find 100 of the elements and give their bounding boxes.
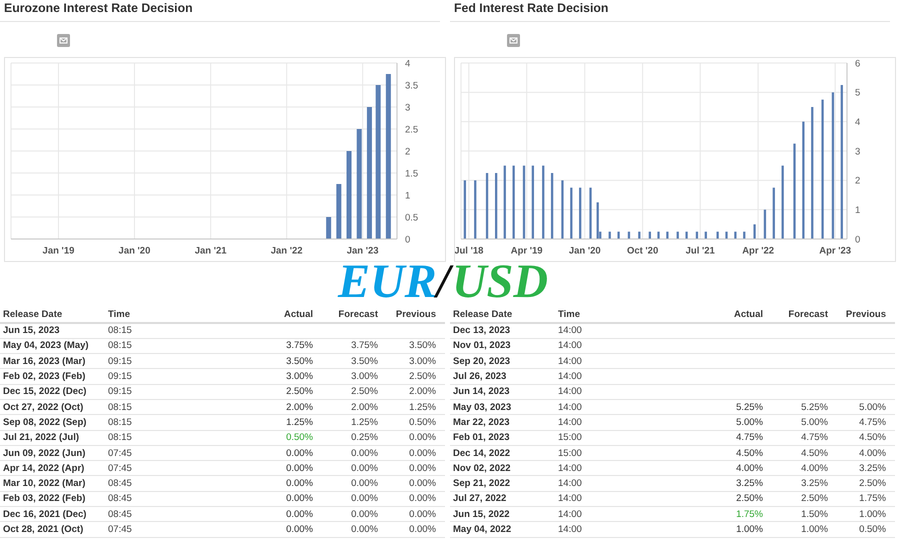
data-label: 1.00% [859, 508, 886, 520]
category-label: Nov 02, 2022 [453, 462, 511, 474]
legend-label: Previous [396, 309, 436, 320]
data-label: 0.00% [286, 448, 313, 459]
category-label: Jun 15, 2023 [3, 325, 60, 336]
y-tick-label: 0 [405, 234, 410, 246]
legend-label: Time [558, 309, 580, 320]
category-label: Jun 15, 2022 [453, 508, 510, 520]
data-label: 1.25% [409, 402, 436, 413]
text: Release Date [453, 309, 512, 320]
x-tick-label: Apr '19 [510, 246, 543, 257]
data-label: 3.25% [736, 478, 763, 490]
data-label: 3.00% [286, 371, 313, 382]
data-label: 08:15 [108, 432, 132, 444]
category-label: Sep 20, 2023 [453, 356, 510, 367]
text: USD [452, 255, 548, 308]
y-tick-label: 1.5 [405, 168, 418, 180]
data-label: 14:00 [558, 478, 582, 490]
data-label: 4.75% [859, 416, 886, 428]
data-label: 0.00% [409, 432, 436, 444]
data-label: 1.25% [351, 416, 378, 428]
x-tick-label: Jan '20 [568, 246, 601, 257]
data-label: 1.50% [801, 508, 828, 520]
category-label: Mar 16, 2023 (Mar) [3, 356, 86, 367]
data-label: 2.50% [801, 493, 828, 504]
data-label: 4.50% [801, 448, 828, 459]
data-label: 0.00% [409, 493, 436, 504]
category-label: Oct 28, 2021 (Oct) [3, 524, 84, 535]
data-label: 3.50% [286, 356, 313, 367]
data-label: 0.00% [286, 524, 313, 535]
data-label: 15:00 [558, 448, 582, 459]
data-label: 0.00% [409, 448, 436, 459]
y-tick-label: 3 [405, 102, 410, 114]
category-label: Jun 14, 2023 [453, 386, 510, 398]
data-label: 4.00% [736, 462, 763, 474]
data-label: 09:15 [108, 371, 132, 382]
legend-label: Forecast [338, 309, 378, 320]
data-label: 4.75% [736, 432, 763, 444]
data-label: 14:00 [558, 493, 582, 504]
data-label: 1.25% [286, 416, 313, 428]
data-label: 0.00% [409, 478, 436, 490]
text: Actual [734, 309, 763, 320]
data-label: 3.25% [801, 478, 828, 490]
data-label: 0.50% [859, 524, 886, 535]
data-label: 0.00% [286, 493, 313, 504]
category-label: May 04, 2022 [453, 524, 512, 535]
x-tick-label: Apr '22 [742, 246, 774, 257]
category-label: Sep 21, 2022 [453, 478, 510, 490]
text: Release Date [3, 309, 62, 320]
category-label: Jul 27, 2022 [453, 493, 506, 504]
data-label: 3.25% [859, 462, 886, 474]
y-tick-label: 6 [855, 58, 860, 70]
data-label: 3.50% [409, 340, 436, 352]
x-tick-label: Jul '21 [686, 246, 716, 257]
data-label: 08:15 [108, 402, 132, 413]
y-tick-label: 0.5 [405, 212, 418, 224]
data-label: 08:45 [108, 478, 132, 490]
y-tick-label: 1 [855, 205, 860, 216]
data-label: 5.00% [736, 416, 763, 428]
data-label: 1.00% [736, 524, 763, 535]
text: Actual [284, 309, 313, 320]
category-label: Feb 03, 2022 (Feb) [3, 493, 86, 504]
data-label: 5.25% [736, 402, 763, 413]
data-label: 0.00% [351, 448, 378, 459]
y-tick-label: 2 [855, 176, 860, 187]
category-label: Dec 15, 2022 (Dec) [3, 386, 86, 398]
data-label: 5.25% [801, 402, 828, 413]
y-tick-label: 4 [405, 58, 410, 70]
y-tick-label: 5 [855, 88, 860, 99]
chart-title: Eurozone Interest Rate Decision [4, 1, 193, 16]
data-label: 0.00% [286, 478, 313, 490]
data-label: 14:00 [558, 462, 582, 474]
category-label: May 04, 2023 (May) [3, 340, 89, 352]
data-label: 08:15 [108, 416, 132, 428]
x-tick-label: Apr '23 [819, 246, 852, 257]
legend-label: Time [108, 309, 130, 320]
legend-label: Forecast [788, 309, 828, 320]
category-label: Feb 02, 2023 (Feb) [3, 371, 86, 382]
x-tick-label: Jan '20 [118, 246, 150, 257]
data-label: 08:15 [108, 340, 132, 352]
data-label: 0.00% [351, 524, 378, 535]
x-tick-label: Jan '21 [194, 246, 228, 257]
data-label: 5.00% [859, 402, 886, 413]
data-label: 3.75% [286, 340, 313, 352]
category-label: Oct 27, 2022 (Oct) [3, 402, 84, 413]
data-label: 1.75% [736, 508, 763, 520]
legend-label: Previous [846, 309, 886, 320]
data-label: 14:00 [558, 524, 582, 535]
category-label: Sep 08, 2022 (Sep) [3, 416, 86, 428]
data-label: 07:45 [108, 462, 132, 474]
data-label: 0.00% [286, 508, 313, 520]
data-label: 2.50% [351, 386, 378, 398]
data-label: 0.00% [409, 524, 436, 535]
y-tick-label: 3 [855, 146, 860, 158]
data-label: 14:00 [558, 386, 582, 398]
data-label: 09:15 [108, 386, 132, 398]
data-label: 3.00% [409, 356, 436, 367]
data-label: 2.00% [409, 386, 436, 398]
data-label: 4.00% [859, 448, 886, 459]
data-label: 14:00 [558, 508, 582, 520]
